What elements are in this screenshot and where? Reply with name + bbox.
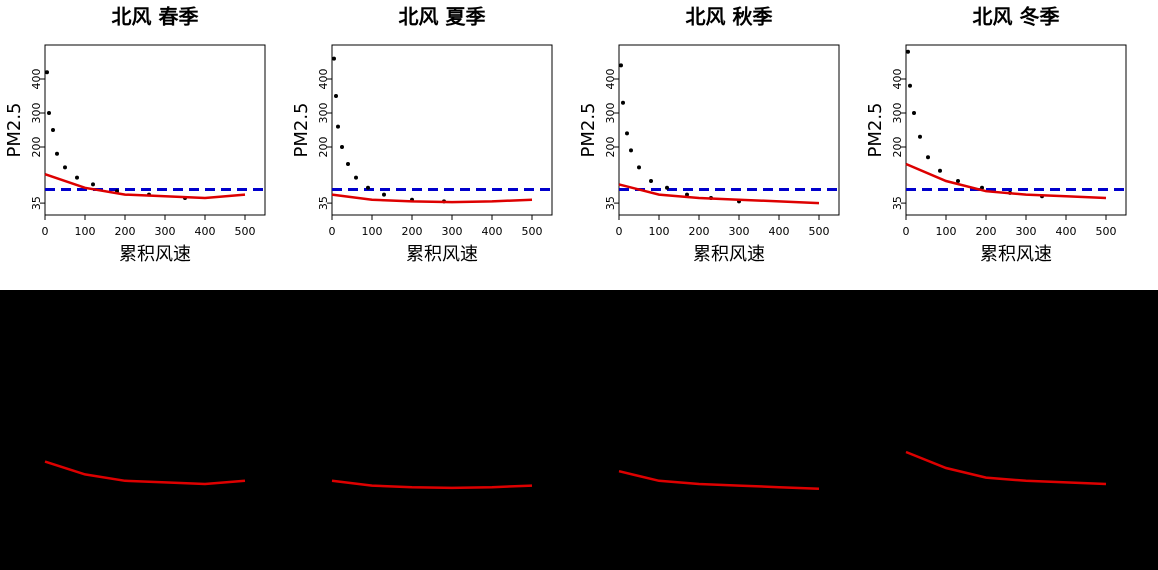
x-tick-label: 300 — [1016, 225, 1037, 238]
x-tick-label: 200 — [976, 225, 997, 238]
x-axis-label: 累积风速 — [980, 244, 1052, 265]
point — [55, 151, 59, 156]
y-tick-label: 35 — [891, 196, 904, 210]
x-tick-label: 400 — [1056, 225, 1077, 238]
point — [956, 179, 960, 183]
x-tick-label: 300 — [442, 225, 463, 238]
point — [332, 56, 336, 61]
point — [366, 185, 370, 190]
panel-title: 北风 夏季 — [399, 5, 486, 29]
y-tick-label: 400 — [891, 69, 904, 90]
x-tick-label: 200 — [402, 225, 423, 238]
y-axis-label: PM2.5 — [865, 102, 886, 157]
y-tick-label: 300 — [30, 103, 43, 124]
plot-frame — [331, 44, 553, 216]
y-tick-label: 200 — [891, 137, 904, 158]
point — [334, 94, 338, 98]
y-axis-label: PM2.5 — [291, 102, 312, 157]
y-tick-label: 400 — [30, 69, 43, 90]
y-tick-label: 300 — [891, 103, 904, 124]
point — [685, 192, 689, 197]
point — [336, 124, 340, 129]
x-tick-label: 0 — [329, 225, 336, 238]
point — [918, 134, 922, 139]
point — [938, 168, 942, 173]
y-tick-label: 200 — [317, 137, 330, 158]
y-axis-label: PM2.5 — [4, 102, 25, 157]
point — [665, 185, 669, 190]
point — [619, 63, 623, 68]
x-tick-label: 100 — [75, 225, 96, 238]
x-tick-label: 500 — [809, 225, 830, 238]
x-tick-label: 400 — [769, 225, 790, 238]
y-tick-label: 35 — [317, 196, 330, 210]
smooth-line — [905, 162, 1107, 200]
y-tick-label: 300 — [604, 103, 617, 124]
smooth-line — [618, 183, 820, 205]
point — [91, 182, 95, 187]
smooth-line-dark — [618, 469, 820, 491]
point — [625, 131, 629, 136]
x-tick-label: 200 — [115, 225, 136, 238]
point — [75, 175, 79, 180]
x-tick-label: 0 — [42, 225, 49, 238]
point — [382, 192, 386, 197]
y-tick-label: 35 — [604, 196, 617, 210]
x-tick-label: 500 — [1096, 225, 1117, 238]
point — [51, 128, 55, 132]
point — [621, 100, 625, 105]
smooth-line — [44, 173, 246, 200]
point — [908, 83, 912, 88]
y-tick-label: 35 — [30, 196, 43, 210]
point — [906, 49, 910, 54]
point — [912, 111, 916, 115]
point — [45, 70, 49, 75]
x-tick-label: 500 — [522, 225, 543, 238]
panel-title: 北风 春季 — [112, 5, 199, 29]
x-axis-label: 累积风速 — [693, 244, 765, 265]
y-tick-label: 200 — [604, 137, 617, 158]
y-tick-label: 300 — [317, 103, 330, 124]
point — [637, 165, 641, 170]
x-tick-label: 400 — [482, 225, 503, 238]
smooth-line — [331, 193, 533, 204]
x-tick-label: 300 — [155, 225, 176, 238]
panel-title: 北风 冬季 — [973, 5, 1060, 29]
x-tick-label: 0 — [616, 225, 623, 238]
point — [354, 175, 358, 180]
x-axis-label: 累积风速 — [406, 244, 478, 265]
x-tick-label: 200 — [689, 225, 710, 238]
point — [649, 179, 653, 183]
point — [340, 145, 344, 149]
x-tick-label: 100 — [649, 225, 670, 238]
y-tick-label: 400 — [317, 69, 330, 90]
y-tick-label: 200 — [30, 137, 43, 158]
smooth-line-dark — [44, 460, 246, 486]
point — [629, 148, 633, 153]
x-tick-label: 100 — [936, 225, 957, 238]
x-tick-label: 500 — [235, 225, 256, 238]
x-tick-label: 0 — [903, 225, 910, 238]
smooth-line-dark — [905, 450, 1107, 486]
y-axis-label: PM2.5 — [578, 102, 599, 157]
y-tick-label: 400 — [604, 69, 617, 90]
plot-frame — [618, 44, 840, 216]
point — [346, 162, 350, 166]
smooth-line-dark — [331, 479, 533, 490]
point — [63, 165, 67, 170]
x-tick-label: 300 — [729, 225, 750, 238]
dark-band — [0, 290, 1158, 570]
point — [47, 111, 51, 115]
panel-title: 北风 秋季 — [686, 5, 773, 29]
x-tick-label: 400 — [195, 225, 216, 238]
plot-frame — [905, 44, 1127, 216]
x-tick-label: 100 — [362, 225, 383, 238]
x-axis-label: 累积风速 — [119, 244, 191, 265]
point — [926, 155, 930, 160]
plot-frame — [44, 44, 266, 216]
